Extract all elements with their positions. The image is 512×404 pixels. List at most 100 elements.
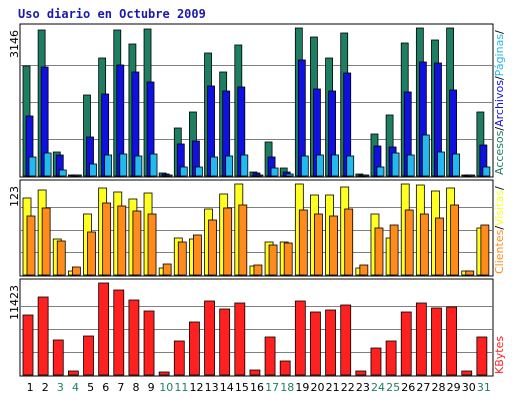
bar: [22, 314, 34, 376]
bar: [310, 311, 321, 376]
legend-entry: Páginas: [493, 34, 506, 77]
panel-frame: [19, 278, 494, 377]
bar: [164, 174, 173, 177]
bar: [476, 336, 488, 376]
series-clientes: [26, 202, 490, 276]
bar: [300, 155, 309, 177]
bar: [385, 340, 397, 376]
bar: [219, 308, 231, 376]
bar: [104, 154, 113, 177]
bar: [294, 300, 306, 376]
bar: [147, 213, 157, 276]
legend-entry: KBytes: [493, 336, 506, 374]
x-tick-label: 15: [235, 381, 249, 394]
bar: [340, 304, 352, 376]
x-tick-label: 21: [326, 381, 340, 394]
series-pginas: [28, 134, 491, 177]
bar: [143, 310, 155, 376]
bar: [58, 169, 67, 177]
legend-separator: /: [493, 76, 506, 80]
bar: [279, 360, 291, 376]
x-tick-label: 9: [148, 381, 155, 394]
bar: [134, 155, 143, 177]
bar: [298, 209, 308, 276]
bar: [268, 244, 278, 276]
panel-frame: [19, 23, 494, 178]
bar: [264, 336, 276, 376]
bar: [406, 154, 415, 177]
x-tick-label: 25: [386, 381, 400, 394]
bar: [195, 166, 203, 177]
panel-frame: [19, 179, 494, 277]
bar: [37, 296, 49, 376]
bar: [400, 311, 412, 376]
series-kbytes: [22, 282, 488, 376]
bar: [437, 151, 445, 177]
bar: [344, 208, 354, 276]
bar: [234, 302, 246, 376]
x-tick-label: 1: [27, 381, 34, 394]
x-tick-label: 26: [401, 381, 415, 394]
bar: [421, 134, 430, 177]
x-tick-label: 18: [280, 381, 294, 394]
bar: [255, 174, 264, 177]
bar: [240, 154, 249, 177]
bar: [67, 370, 79, 376]
x-tick-label: 30: [462, 381, 476, 394]
bar: [189, 321, 200, 376]
bar: [193, 234, 202, 276]
bar: [314, 213, 323, 276]
x-tick-label: 2: [42, 381, 49, 394]
bar: [329, 215, 338, 276]
bar: [98, 282, 110, 376]
x-tick-label: 11: [174, 381, 188, 394]
bar: [223, 207, 233, 276]
x-tick-label: 4: [72, 381, 79, 394]
bar: [480, 224, 490, 276]
legend-separator: /: [493, 30, 506, 34]
bar: [43, 152, 52, 177]
bar: [41, 207, 51, 276]
y-max-label: 11423: [8, 285, 21, 320]
x-axis-labels: 1 2 3 4 5 6 7 8 9 10 11 12 13 14 15 16 17 18 19 20 21 22 23 24 2…: [27, 381, 491, 394]
legend-entry: Visitas: [493, 190, 506, 226]
chart-panels: 3146Accesos/Archivos/Páginas/123Clientes…: [8, 23, 506, 377]
bar: [465, 270, 475, 276]
bar: [117, 205, 127, 276]
bar: [149, 153, 158, 177]
bar: [419, 213, 429, 276]
bar: [102, 202, 112, 276]
bar: [482, 166, 491, 177]
bar: [374, 227, 384, 276]
bar: [391, 152, 400, 177]
bar: [83, 335, 94, 376]
bar: [56, 240, 66, 276]
bar: [376, 166, 385, 177]
bar: [270, 167, 279, 177]
bar: [89, 163, 97, 177]
x-tick-label: 27: [416, 381, 430, 394]
bar: [404, 209, 414, 276]
bar: [359, 264, 369, 276]
bar: [249, 369, 261, 376]
panel-legend: Accesos/Archivos/Páginas/: [493, 30, 506, 175]
x-tick-label: 10: [159, 381, 173, 394]
bar: [73, 174, 82, 177]
bar: [355, 370, 367, 376]
bar: [132, 210, 142, 276]
legend-entry: Accesos: [493, 130, 506, 175]
bar: [283, 242, 293, 276]
x-tick-label: 20: [311, 381, 325, 394]
bar: [450, 204, 460, 276]
bar: [361, 174, 370, 177]
x-tick-label: 28: [432, 381, 446, 394]
bar: [285, 173, 294, 177]
bar: [119, 153, 128, 177]
bar: [179, 166, 188, 177]
x-tick-label: 23: [356, 381, 370, 394]
bar: [331, 154, 339, 177]
legend-entry: Archivos: [493, 80, 506, 127]
chart-title: Uso diario en Octubre 2009: [18, 7, 206, 21]
